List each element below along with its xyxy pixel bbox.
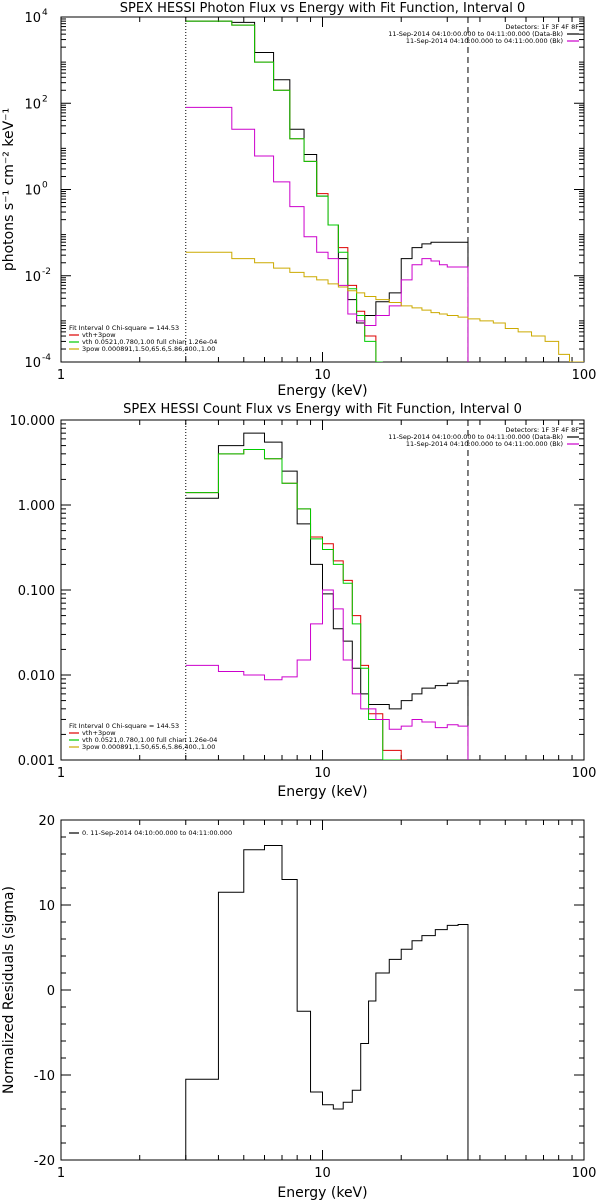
y-tick-label: 10: [24, 270, 41, 285]
plot-frame: [60, 819, 585, 1161]
y-tick-label: 10: [24, 11, 41, 26]
x-tick-label: 1: [57, 766, 65, 781]
y-axis-label: Normalized Residuals (sigma): [1, 886, 17, 1094]
legend-entry-text: vth 0.0521,0.780,1.00 full chian 1.26e-0…: [82, 736, 217, 744]
chart-title: SPEX HESSI Count Flux vs Energy with Fit…: [123, 402, 522, 417]
series-1-line: [185, 845, 469, 1160]
y-tick-exponent: 4: [42, 8, 48, 18]
x-axis-label: Energy (keV): [277, 1185, 367, 1200]
legend-top-left: 0. 11-Sep-2014 04:10:00.000 to 04:11:00.…: [69, 829, 232, 837]
legend-entry-text: 11-Sep-2014 04:10:00.000 to 04:11:00.000…: [406, 440, 563, 448]
y-tick-label: 10: [24, 97, 41, 112]
y-tick-exponent: -4: [42, 353, 51, 363]
series-1-line: [185, 20, 469, 362]
legend-entry-text: 11-Sep-2014 04:10:00.000 to 04:11:00.000…: [406, 37, 563, 45]
x-tick-label: 10: [314, 368, 331, 383]
x-axis-label: Energy (keV): [277, 784, 367, 800]
y-tick-label: 0.001: [18, 754, 55, 769]
y-tick-label: 0.100: [18, 584, 55, 599]
x-tick-label: 1: [57, 1166, 65, 1181]
legend-entry-text: 11-Sep-2014 04:10:00.000 to 04:11:00.000…: [388, 30, 563, 38]
series-3-line: [185, 20, 383, 362]
data-area: [185, 845, 469, 1160]
x-tick-label: 100: [572, 368, 597, 383]
data-area: [185, 432, 469, 760]
legend-bottom-left: Fit Interval 0 Chi-square = 144.53vth+3p…: [69, 722, 217, 751]
y-tick-exponent: -2: [42, 267, 51, 277]
y-tick-label: -10: [34, 1069, 55, 1084]
x-tick-label: 100: [572, 1166, 597, 1181]
chart-title: SPEX HESSI Photon Flux vs Energy with Fi…: [120, 1, 526, 16]
series-5-line: [185, 251, 584, 362]
y-tick-label: -20: [34, 1154, 55, 1169]
x-tick-label: 10: [314, 766, 331, 781]
data-area: [185, 20, 584, 362]
legend-entry-text: vth+3pow: [82, 331, 116, 339]
chart-panel-1: SPEX HESSI Photon Flux vs Energy with Fi…: [1, 1, 596, 399]
y-tick-label: 10.000: [10, 414, 56, 429]
y-tick-exponent: 0: [42, 181, 48, 191]
legend-entry-text: 3pow 0.000891,1.50,65.6,5.86,400.,1.00: [82, 345, 215, 353]
y-tick-label: 10: [24, 356, 41, 371]
legend-entry-text: Detectors: 1F 3F 4F 8F: [505, 426, 579, 434]
series-4-line: [185, 589, 469, 760]
y-tick-label: 10: [24, 184, 41, 199]
legend-entry-text: vth 0.0521,0.780,1.00 full chian 1.26e-0…: [82, 338, 217, 346]
chart-panel-3: 1 10 100 -20 -10 0 10 20 Energy (keV) Normalized …: [1, 814, 596, 1200]
y-tick-label: 20: [38, 814, 55, 829]
series-2-line: [185, 20, 383, 362]
legend-entry-text: vth+3pow: [82, 729, 116, 737]
y-tick-label: 1.000: [18, 499, 55, 514]
legend-entry-text: Detectors: 1F 3F 4F 8F: [505, 23, 579, 31]
series-1-line: [185, 432, 469, 760]
series-3-line: [185, 448, 402, 760]
chart-panel-2: SPEX HESSI Count Flux vs Energy with Fit…: [10, 402, 597, 800]
y-tick-label: 10: [38, 899, 55, 914]
legend-bottom-left: Fit Interval 0 Chi-square = 144.53vth+3p…: [69, 324, 217, 353]
legend-entry-text: Fit Interval 0 Chi-square = 144.53: [69, 722, 179, 730]
y-axis-label: photons s⁻¹ cm⁻² keV⁻¹: [1, 108, 17, 271]
x-tick-label: 100: [572, 766, 597, 781]
series-4-line: [185, 106, 469, 362]
legend-entry-text: 0. 11-Sep-2014 04:10:00.000 to 04:11:00.…: [82, 829, 232, 837]
y-tick-label: 0: [47, 984, 55, 999]
x-tick-label: 1: [57, 368, 65, 383]
plot-frame: [60, 16, 585, 363]
legend-entry-text: Fit Interval 0 Chi-square = 144.53: [69, 324, 179, 332]
legend-entry-text: 3pow 0.000891,1.50,65.6,5.86,400.,1.00: [82, 743, 215, 751]
y-tick-exponent: 2: [42, 94, 48, 104]
x-axis-label: Energy (keV): [277, 383, 367, 399]
x-tick-label: 10: [314, 1166, 331, 1181]
y-tick-label: 0.010: [18, 669, 55, 684]
legend-entry-text: 11-Sep-2014 04:10:00.000 to 04:11:00.000…: [388, 433, 563, 441]
